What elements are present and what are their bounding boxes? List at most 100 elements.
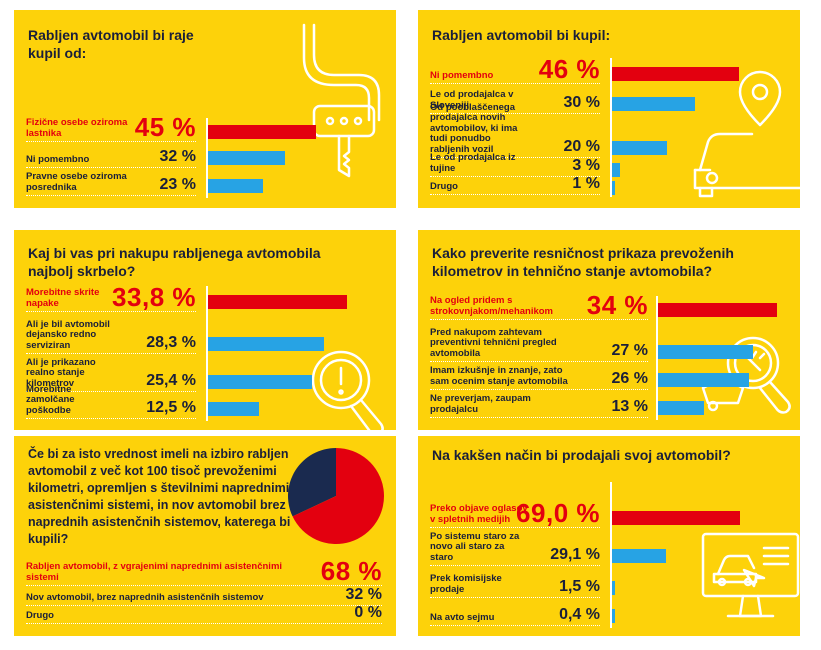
- bar-label: Fizične osebe oziroma lastnika: [26, 117, 128, 139]
- bar: [208, 151, 285, 165]
- panel-used-car-seller-preference: Rabljen avtomobil bi raje kupil od: Fizi…: [14, 10, 396, 208]
- bar-row: Ali je bil avtomobil dejansko redno serv…: [14, 319, 396, 354]
- dotted-leader: [26, 585, 382, 586]
- panel-mileage-verification: Kako preverite resničnost prikaza prevož…: [418, 230, 800, 430]
- bar-row: Drugo 1 %: [418, 175, 800, 195]
- bar-label: Ni pomembno: [430, 69, 494, 81]
- car-location-pin-icon: [693, 70, 800, 198]
- bar-label: Imam izkušnje in znanje, zato sam ocenim…: [430, 365, 568, 387]
- dotted-leader: [26, 167, 196, 168]
- bar-label: Morebitne skrite napake: [26, 287, 100, 309]
- bar-row: Ni pomembno 46 %: [418, 56, 800, 84]
- bar-label: Preko objave oglasov v spletnih medijih: [430, 503, 528, 525]
- dotted-leader: [26, 311, 196, 312]
- monitor-car-icon: [701, 532, 800, 618]
- bar-value-label: 32 %: [345, 586, 382, 603]
- axis-line: [206, 286, 208, 421]
- bar-label: Morebitne zamolčane poškodbe: [26, 383, 75, 416]
- bar-row: Morebitne zamolčane poškodbe 12,5 %: [14, 384, 396, 419]
- bar: [208, 179, 264, 193]
- bar-row: Drugo 0 %: [14, 604, 396, 624]
- dotted-leader: [430, 417, 648, 418]
- dotted-leader: [26, 141, 196, 142]
- bar-value-label: 30 %: [563, 94, 600, 111]
- pie-chart: [288, 448, 384, 544]
- dotted-leader: [430, 389, 648, 390]
- dotted-leader: [26, 391, 196, 392]
- panel-purchase-concerns: Kaj bi vas pri nakupu rabljenega avtomob…: [14, 230, 396, 430]
- bar: [658, 373, 749, 387]
- bar-row: Od pooblaščenega prodajalca novih avtomo…: [418, 102, 800, 158]
- panel-title: Rabljen avtomobil bi kupil:: [432, 27, 611, 43]
- axis-line: [610, 482, 612, 628]
- magnifier-warning-icon: [311, 350, 384, 430]
- axis-line: [656, 296, 658, 420]
- bar-value-label: 23 %: [159, 176, 196, 193]
- dotted-leader: [430, 527, 600, 528]
- bar: [612, 549, 666, 563]
- bar: [208, 402, 260, 416]
- bar-row: Imam izkušnje in znanje, zato sam ocenim…: [418, 365, 800, 390]
- dotted-leader: [430, 83, 600, 84]
- bar-row: Pred nakupom zahtevam preventivni tehnič…: [418, 327, 800, 362]
- bar: [208, 337, 325, 351]
- bar-label: Na ogled pridem s strokovnjakom/mehaniko…: [430, 295, 554, 317]
- bar: [658, 303, 777, 317]
- bar-label: Nov avtomobil, brez naprednih asistenčni…: [26, 591, 264, 603]
- bar-label: Od pooblaščenega prodajalca novih avtomo…: [430, 101, 518, 155]
- bar: [658, 345, 753, 359]
- bar: [612, 141, 667, 155]
- panel-title: Kaj bi vas pri nakupu rabljenega avtomob…: [28, 245, 321, 279]
- bar-row: Na ogled pridem s strokovnjakom/mehaniko…: [418, 292, 800, 320]
- bar-row: Ni pomembno 32 %: [14, 146, 396, 168]
- panel-new-vs-used-choice: Če bi za isto vrednost imeli na izbiro r…: [14, 436, 396, 636]
- bar: [612, 97, 695, 111]
- bar-row: Ali je prikazano realno stanje kilometro…: [14, 356, 396, 392]
- dotted-leader: [26, 623, 382, 624]
- bar-label: Po sistemu staro za novo ali staro za st…: [430, 530, 520, 563]
- panel-used-car-purchase-source: Rabljen avtomobil bi kupil: Ni pomembno 4…: [418, 10, 800, 208]
- dotted-leader: [26, 195, 196, 196]
- bar-row: Prek komisijske prodaje 1,5 %: [418, 573, 800, 598]
- bar: [612, 181, 615, 195]
- panel-title: Kako preverite resničnost prikaza prevož…: [432, 245, 734, 279]
- bar-value-label: 1,5 %: [559, 578, 600, 595]
- bar-value-label: 28,3 %: [146, 334, 196, 351]
- bar-row: Fizične osebe oziroma lastnika 45 %: [14, 114, 396, 142]
- bar-label: Le od prodajalca iz tujine: [430, 152, 516, 174]
- bar-row: Le od prodajalca v Sloveniji 30 %: [418, 89, 800, 114]
- dotted-leader: [430, 565, 600, 566]
- panel-title: Na kakšen način bi prodajali svoj avtomo…: [432, 447, 731, 463]
- bar-label: Ni pomembno: [26, 153, 90, 165]
- dotted-leader: [430, 194, 600, 195]
- bar-label: Drugo: [430, 180, 458, 192]
- bar-value-label: 45 %: [134, 112, 196, 142]
- axis-line: [206, 118, 208, 198]
- bar-label: Ne preverjam, zaupam prodajalcu: [430, 393, 531, 415]
- bar: [612, 163, 621, 177]
- bar-row: Na avto sejmu 0,4 %: [418, 604, 800, 626]
- pie-slice-used-car: [292, 448, 384, 544]
- bar-row: Preko objave oglasov v spletnih medijih 6…: [418, 484, 800, 528]
- panel-selling-method: Na kakšen način bi prodajali svoj avtomo…: [418, 436, 800, 636]
- bar-row: Le od prodajalca iz tujine 3 %: [418, 152, 800, 177]
- bar-value-label: 34 %: [586, 290, 648, 320]
- bar-label: Ali je prikazano realno stanje kilometro…: [26, 356, 96, 389]
- bar-label: Drugo: [26, 609, 54, 621]
- dotted-leader: [430, 113, 600, 114]
- bar: [612, 67, 739, 81]
- dotted-leader: [430, 319, 648, 320]
- dotted-leader: [430, 176, 600, 177]
- dotted-leader: [430, 597, 600, 598]
- panel-title: Če bi za isto vrednost imeli na izbiro r…: [28, 447, 291, 546]
- bar-value-label: 32 %: [159, 148, 196, 165]
- bar-value-label: 33,8 %: [112, 282, 196, 312]
- bar-row: Nov avtomobil, brez naprednih asistenčni…: [14, 586, 396, 606]
- bar: [208, 125, 316, 139]
- bar-value-label: 29,1 %: [550, 546, 600, 563]
- bar-row: Pravne osebe oziroma posrednika 23 %: [14, 171, 396, 196]
- bar-value-label: 26 %: [611, 370, 648, 387]
- bar-value-label: 46 %: [538, 54, 600, 84]
- bar: [612, 511, 740, 525]
- bar-value-label: 12,5 %: [146, 399, 196, 416]
